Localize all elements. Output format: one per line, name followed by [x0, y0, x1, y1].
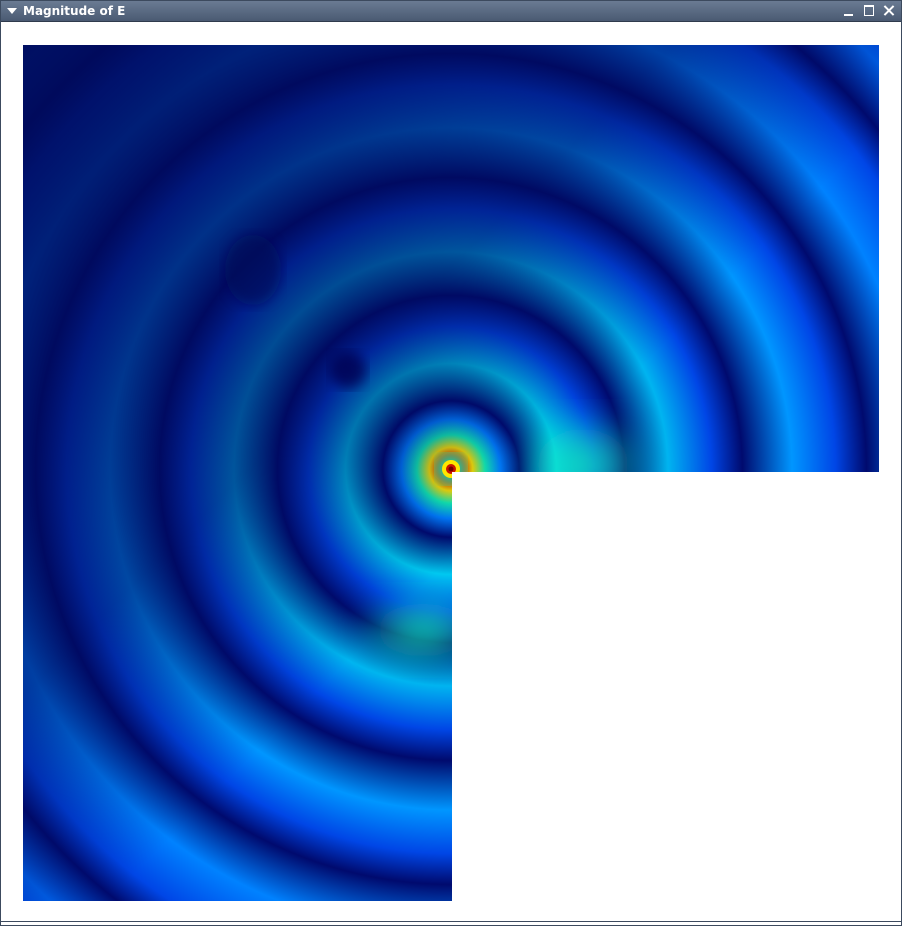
title-bar[interactable]: Magnitude of E	[1, 1, 901, 22]
minimize-icon[interactable]	[841, 3, 857, 19]
triangle-down-icon[interactable]	[7, 8, 17, 14]
window-bottom-border	[1, 921, 901, 922]
maximize-icon[interactable]	[861, 3, 877, 19]
window-title: Magnitude of E	[23, 4, 126, 18]
field-plot-svg	[23, 45, 879, 901]
field-colormap	[23, 45, 879, 901]
field-magnitude-plot	[23, 45, 879, 901]
close-icon[interactable]	[881, 3, 897, 19]
